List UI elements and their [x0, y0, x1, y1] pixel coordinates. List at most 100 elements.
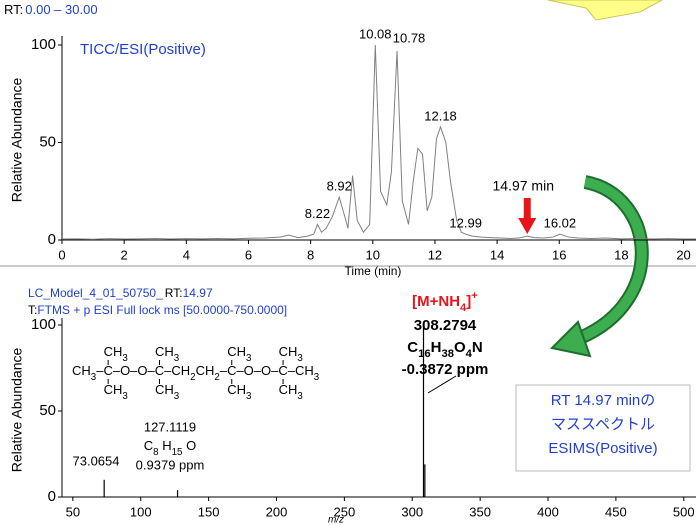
chromatogram-line — [61, 44, 696, 240]
text-part: –CH — [288, 363, 314, 378]
x-tick-label: 0 — [58, 247, 65, 262]
marker-label: 14.97 min — [493, 178, 554, 194]
x-tick-label: 450 — [605, 504, 627, 519]
note-line: マススペクトル — [551, 416, 655, 433]
scan-header: LC_Model_4_01_50750_ RT:14.97 — [28, 286, 213, 300]
rt-header-label: RT: — [4, 2, 23, 17]
yellow-callout — [547, 0, 663, 21]
x-tick-label: 14 — [490, 247, 504, 262]
rt-header: RT: 0.00 – 30.00 — [4, 2, 98, 17]
peak-label: 10.78 — [393, 30, 426, 45]
structure-group: CH3 — [104, 382, 128, 402]
structure-group: CH3 — [155, 382, 179, 402]
y-axis-label: Relative Abundance — [9, 78, 25, 203]
fragment-ppm: 0.9379 ppm — [136, 457, 205, 472]
peak-label: 12.99 — [449, 216, 482, 231]
peak-label: 16.02 — [544, 216, 577, 231]
y-tick-label: 100 — [31, 36, 56, 53]
structure-group: CH3 — [227, 382, 251, 402]
text-part: C — [103, 363, 112, 378]
x-axis-label: m/z — [328, 515, 344, 525]
structure-group: CH3 — [227, 344, 251, 364]
text-part: + — [471, 290, 478, 302]
scan-filter-text: FTMS + p ESI Full lock ms [50.0000-750.0… — [37, 303, 287, 317]
structure-part: C — [278, 363, 287, 378]
text-part: C — [278, 363, 287, 378]
x-tick-label: 2 — [121, 247, 128, 262]
text-part: 3 — [297, 353, 302, 364]
peak-label: 10.08 — [359, 26, 392, 41]
x-tick-label: 100 — [130, 504, 152, 519]
text-part: CH — [155, 344, 174, 359]
text-part: 38 — [441, 348, 454, 360]
structure-part: C — [103, 363, 112, 378]
x-axis-label: Time (min) — [345, 264, 402, 278]
text-part: CH — [279, 382, 298, 397]
text-part: C — [155, 363, 164, 378]
y-tick-label: 100 — [31, 316, 56, 333]
text-part: C — [407, 339, 418, 356]
x-tick-label: 200 — [266, 504, 288, 519]
text-part: O — [454, 339, 466, 356]
text-part: CH — [279, 344, 298, 359]
x-tick-label: 350 — [469, 504, 491, 519]
text-part: CH — [227, 344, 246, 359]
x-tick-label: 4 — [183, 247, 190, 262]
structure-part: –O–O– — [113, 363, 156, 378]
x-tick-label: 16 — [552, 247, 566, 262]
x-tick-label: 500 — [673, 504, 695, 519]
text-part: 8 — [153, 447, 158, 458]
x-tick-label: 18 — [614, 247, 628, 262]
text-part: CH — [104, 382, 123, 397]
structure-part: –CH2CH2– — [164, 363, 228, 383]
x-tick-label: 12 — [428, 247, 442, 262]
text-part: CH — [72, 363, 91, 378]
fragment-mz: 73.0654 — [73, 453, 120, 468]
formula: C16H38O4N — [407, 339, 483, 360]
y-tick-label: 0 — [48, 488, 56, 505]
x-tick-label: 50 — [66, 504, 80, 519]
peak-label: 8.92 — [327, 179, 352, 194]
structure-group: CH3 — [104, 344, 128, 364]
text-part: 3 — [174, 391, 179, 402]
text-part: 15 — [172, 447, 183, 458]
text-part: ] — [466, 293, 471, 310]
text-part: N — [472, 339, 483, 356]
text-part: –O–O– — [236, 363, 279, 378]
structure-part: –CH3 — [288, 363, 319, 383]
adduct: [M+NH4]+ — [412, 290, 478, 314]
structure-part: –O–O– — [236, 363, 279, 378]
text-part: 3 — [91, 372, 96, 383]
text-part: 3 — [246, 353, 251, 364]
scan-filter: T:FTMS + p ESI Full lock ms [50.0000-750… — [28, 303, 287, 317]
structure-part: C — [155, 363, 164, 378]
x-tick-label: 250 — [334, 504, 356, 519]
text-part: –O–O– — [113, 363, 156, 378]
y-axis-label: Relative Abundance — [9, 348, 25, 473]
note-line: ESIMS(Positive) — [548, 440, 657, 457]
ppm-error: -0.3872 ppm — [402, 361, 489, 378]
text-part: 3 — [246, 391, 251, 402]
y-tick-label: 0 — [48, 231, 56, 248]
text-part: 2 — [190, 372, 195, 383]
text-part: O — [182, 438, 196, 453]
text-part: C — [227, 363, 236, 378]
x-tick-label: 6 — [245, 247, 252, 262]
scan-rt: 14.97 — [183, 286, 213, 300]
marker-arrow-head — [518, 218, 537, 234]
label-leader — [427, 375, 457, 394]
file-name: LC_Model_4_01_50750_ — [28, 286, 163, 300]
text-part: H — [431, 339, 442, 356]
scan-rt-label: RT: — [165, 286, 183, 300]
scan-filter-label: T: — [28, 303, 37, 317]
x-tick-label: 20 — [676, 247, 690, 262]
text-part: 3 — [314, 372, 319, 383]
x-tick-label: 8 — [307, 247, 314, 262]
x-tick-label: 150 — [198, 504, 220, 519]
structure-group: CH3 — [279, 382, 303, 402]
chart-title: TICC/ESI(Positive) — [80, 41, 206, 58]
text-part: C — [144, 438, 153, 453]
text-part: 3 — [297, 391, 302, 402]
